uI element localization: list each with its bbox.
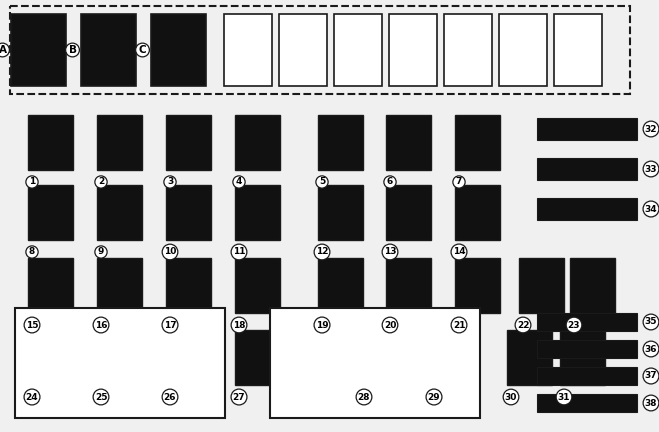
Bar (386, 185, 431, 240)
Bar (537, 394, 637, 412)
Text: 34: 34 (645, 204, 657, 213)
Bar (386, 258, 431, 313)
Bar (560, 330, 605, 385)
Bar (455, 185, 500, 240)
Text: 32: 32 (645, 124, 657, 133)
Bar (166, 115, 211, 170)
Text: 20: 20 (384, 321, 396, 330)
Bar (28, 258, 73, 313)
Text: 18: 18 (233, 321, 245, 330)
Text: 35: 35 (645, 318, 657, 327)
Bar (455, 258, 500, 313)
Bar (97, 330, 142, 385)
Text: 2: 2 (98, 178, 104, 187)
Text: 6: 6 (387, 178, 393, 187)
Bar (270, 308, 480, 418)
Bar (28, 330, 73, 385)
Bar (97, 258, 142, 313)
Text: 23: 23 (568, 321, 581, 330)
Text: 27: 27 (233, 393, 245, 401)
Text: 16: 16 (95, 321, 107, 330)
Text: 22: 22 (517, 321, 529, 330)
Bar (537, 118, 637, 140)
Text: 8: 8 (29, 248, 35, 257)
Bar (537, 198, 637, 220)
Bar (318, 115, 363, 170)
Text: C: C (138, 45, 146, 55)
Text: A: A (0, 45, 7, 55)
Bar (97, 185, 142, 240)
Text: 11: 11 (233, 248, 245, 257)
Text: 24: 24 (26, 393, 38, 401)
Bar (305, 330, 350, 385)
Text: 4: 4 (236, 178, 243, 187)
Text: 19: 19 (316, 321, 328, 330)
Text: 38: 38 (645, 398, 657, 407)
Text: 29: 29 (428, 393, 440, 401)
Bar (519, 258, 564, 313)
Text: 15: 15 (26, 321, 38, 330)
Text: 3: 3 (167, 178, 173, 187)
Bar (166, 185, 211, 240)
Text: 14: 14 (453, 248, 465, 257)
Bar (537, 340, 637, 358)
Bar (166, 330, 211, 385)
Bar (80, 14, 136, 86)
Bar (235, 258, 280, 313)
Bar (537, 367, 637, 385)
Text: 5: 5 (319, 178, 325, 187)
Bar (279, 14, 327, 86)
Bar (28, 115, 73, 170)
Bar (318, 258, 363, 313)
Text: 10: 10 (164, 248, 176, 257)
Text: 25: 25 (95, 393, 107, 401)
Bar (10, 6, 630, 94)
Bar (360, 330, 405, 385)
Bar (11, 14, 65, 86)
Text: 37: 37 (645, 372, 657, 381)
Text: 26: 26 (163, 393, 176, 401)
Text: 9: 9 (98, 248, 104, 257)
Bar (389, 14, 437, 86)
Bar (537, 313, 637, 331)
Bar (430, 330, 475, 385)
Bar (224, 14, 272, 86)
Bar (97, 115, 142, 170)
Bar (235, 185, 280, 240)
Text: 21: 21 (453, 321, 465, 330)
Bar (537, 158, 637, 180)
Bar (235, 330, 280, 385)
Bar (334, 14, 382, 86)
Bar (499, 14, 547, 86)
Bar (444, 14, 492, 86)
Bar (166, 258, 211, 313)
Text: 13: 13 (384, 248, 396, 257)
Text: 28: 28 (358, 393, 370, 401)
Text: 30: 30 (505, 393, 517, 401)
Text: 1: 1 (29, 178, 35, 187)
Text: 31: 31 (558, 393, 570, 401)
Text: 36: 36 (645, 344, 657, 353)
Bar (150, 14, 206, 86)
Text: 7: 7 (456, 178, 462, 187)
Bar (386, 115, 431, 170)
Bar (455, 115, 500, 170)
Bar (15, 308, 225, 418)
Text: B: B (69, 45, 76, 55)
Bar (28, 185, 73, 240)
Bar (235, 115, 280, 170)
Text: 12: 12 (316, 248, 328, 257)
Text: 33: 33 (645, 165, 657, 174)
Bar (570, 258, 615, 313)
Bar (318, 185, 363, 240)
Bar (554, 14, 602, 86)
Text: 17: 17 (163, 321, 177, 330)
Bar (507, 330, 552, 385)
